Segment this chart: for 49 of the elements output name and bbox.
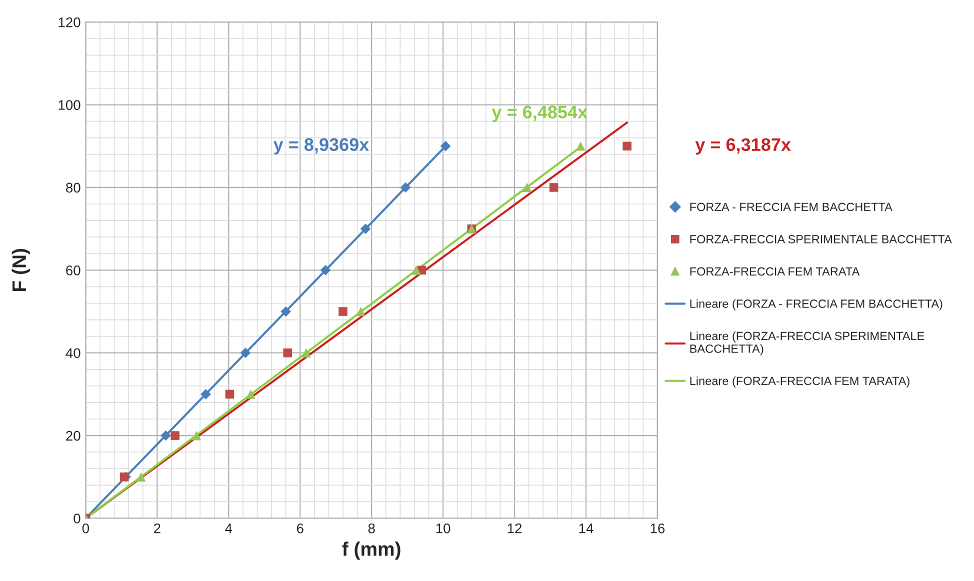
y-tick-label: 80 [66, 182, 80, 193]
legend-label: FORZA - FRECCIA FEM BACCHETTA [690, 202, 892, 212]
x-tick-label: 16 [650, 523, 665, 534]
point [192, 430, 202, 440]
point [400, 182, 411, 193]
y-tick-label: 20 [66, 430, 80, 441]
point [440, 140, 451, 152]
point [549, 183, 558, 192]
text: y = 6,3187x [695, 138, 791, 155]
x-axis-title: f (mm) [342, 542, 400, 560]
y-axis-title: F (N) [12, 248, 30, 291]
legend-label: Lineare (FORZA-FRECCIA FEM TARATA) [690, 376, 910, 388]
point [338, 307, 348, 316]
point [360, 224, 371, 234]
point [280, 306, 292, 317]
legend-label: Lineare (FORZA - FRECCIA FEM BACCHETTA) [690, 299, 942, 310]
point [200, 389, 211, 400]
point [576, 141, 586, 151]
x-tick-label: 10 [436, 523, 450, 534]
point [320, 264, 331, 276]
point [283, 348, 292, 358]
y-tick-label: 0 [74, 514, 80, 524]
x-tick-label: 2 [154, 523, 160, 534]
y-tick-label: 60 [66, 266, 80, 276]
y-tick-label: 100 [58, 100, 80, 110]
point [240, 348, 251, 358]
point [136, 472, 146, 482]
point [225, 390, 234, 399]
legend-label: FORZA-FRECCIA FEM TARATA [690, 267, 860, 276]
point [356, 306, 366, 316]
legend-label: FORZA-FRECCIA SPERIMENTALE BACCHETTA [690, 235, 952, 244]
annotation: y = 8,9369x [273, 138, 370, 155]
point [160, 430, 171, 441]
point [522, 182, 532, 192]
point [246, 390, 256, 399]
point [412, 266, 421, 275]
y-tick-label: 120 [58, 17, 80, 28]
x-tick-label: 12 [508, 523, 522, 534]
annotation: y = 6,4854x [492, 106, 588, 122]
legend-label: Lineare (FORZA-FRECCIA SPERIMENTALE BACCHETTA) [690, 331, 924, 356]
x-tick-label: 14 [579, 524, 594, 534]
point [302, 348, 311, 358]
point [170, 431, 180, 440]
x-tick-label: 0 [82, 523, 90, 534]
x-tick-label: 6 [296, 523, 304, 534]
point [622, 142, 632, 151]
x-tick-label: 4 [225, 524, 232, 534]
x-tick-label: 8 [368, 523, 375, 534]
y-tick-label: 40 [66, 348, 80, 358]
